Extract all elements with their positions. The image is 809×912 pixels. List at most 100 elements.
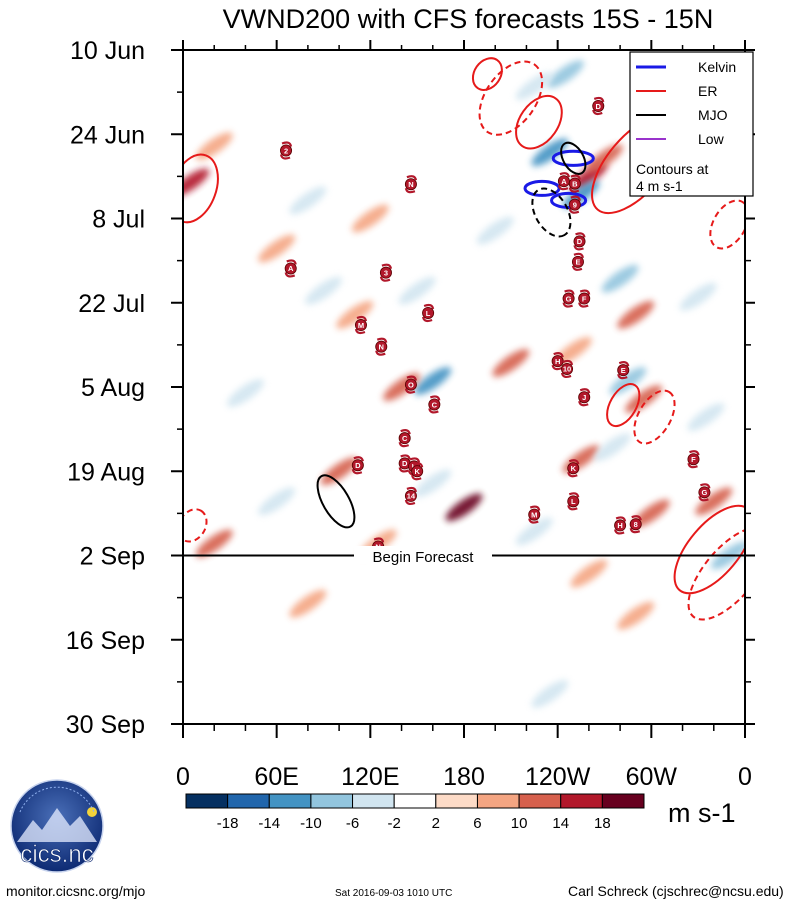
storm-tail-bottom [404,499,416,506]
legend: Kelvin ER MJO Low Contours at 4 m s-1 [629,51,754,197]
y-axis: 10 Jun 24 Jun 8 Jul 22 Jul 5 Aug 19 Aug 2 Sep 1… [66,37,755,739]
colorbar-segment-4 [352,793,395,809]
storm-tail-top [373,537,385,543]
storm-tail-bottom [687,462,698,469]
anomaly-blob-15 [601,264,639,293]
storm-tail-top [281,141,293,147]
colorbar-segment-8 [518,793,562,809]
storm-marker-11: D [398,454,411,473]
storm-tail-top [570,195,581,201]
storm-label: A [561,177,567,186]
logo-mountains [17,808,97,842]
storm-tail-top [579,388,591,394]
storm-tail-top [575,232,586,238]
cics-logo: cics.nc [10,779,104,873]
anomaly-blob-24 [226,379,264,407]
storm-dot [698,486,711,499]
storm-tail-bottom [578,400,589,407]
storm-dot [567,462,580,475]
storm-dot [354,319,367,332]
storm-tail-bottom [571,265,583,271]
x-tick-label-6: 0 [738,763,752,791]
storm-tail-bottom [375,350,386,356]
storm-dot [571,255,584,268]
storm-marker-3: 3 [379,263,393,282]
storm-tail-bottom [617,373,628,380]
anomaly-blob-36 [515,517,553,546]
colorbar-segment-2 [268,793,312,809]
storm-tail-top [568,492,580,498]
storm-tail-bottom [379,276,391,282]
anomaly-blob-41 [289,589,327,618]
y-tick-label-0: 10 Jun [70,37,145,65]
storm-dot [562,292,575,305]
storm-tail-top [700,483,711,489]
x-tick-label-2: 120E [341,763,399,791]
storm-marker-32: 8 [629,515,642,534]
storm-label: A [288,264,294,273]
anomaly-blob-35 [695,487,733,516]
y-tick-label-3: 22 Jul [78,290,145,318]
contour-mjo-15 [531,187,572,238]
storm-tail-top [562,359,574,366]
storm-label: G [701,488,707,497]
storm-marker-27: J [578,388,591,407]
colorbar-label-8: 14 [552,815,569,832]
storm-marker-23: F [578,289,591,308]
storm-tail-top [564,289,575,295]
logo-ring [10,779,104,873]
colorbar-label-6: 6 [473,815,481,832]
contour-er-9 [687,526,745,621]
anomaly-blob-39 [398,577,436,606]
anomaly-blob-25 [687,403,725,431]
storm-dot [411,465,424,478]
storm-marker-20: D [573,232,586,251]
storm-label: N [379,342,384,351]
storm-tail-top [412,462,424,468]
storm-tail-bottom [567,505,578,511]
colorbar-segment-9 [560,793,603,809]
chart-title: VWND200 with CFS forecasts 15S - 15N [223,4,714,34]
storm-marker-1: N [404,175,418,194]
storm-dot [398,432,411,445]
storm-tail-bottom [528,518,539,524]
storm-tail-top [400,454,411,460]
storm-label: D [577,237,583,246]
storm-dot [629,518,642,531]
storm-tail-bottom [551,364,563,371]
storm-label: L [426,309,431,318]
anomaly-blob-26 [445,493,483,522]
colorbar-segment-0 [185,793,229,809]
y-tick-label-8: 30 Sep [66,711,145,739]
storm-tail-bottom [404,388,416,394]
storm-label: J [582,393,586,402]
anomaly-blob-34 [258,487,296,516]
anomaly-blob-9 [351,204,389,233]
storm-label: M [358,321,364,330]
storm-tail-bottom [422,316,433,323]
storm-tail-bottom [592,109,603,116]
storm-label: F [691,455,696,464]
colorbar-label-7: 10 [511,815,528,832]
forecast-label: Begin Forecast [373,549,475,566]
storm-dot [592,99,605,112]
colorbar-label-4: -2 [388,815,401,832]
storm-label: E [621,366,626,375]
storm-marker-29: L [567,492,580,511]
storm-label: 14 [407,492,416,501]
storm-tail-top [570,174,581,180]
storm-tail-top [593,96,605,103]
storm-dot [375,340,388,353]
contour-er-7 [633,389,676,445]
storm-tail-top [400,429,411,435]
storm-marker-5: L [422,303,435,323]
storm-marker-10: D [351,456,364,475]
storm-marker-6: N [375,337,388,356]
contour-kelvin-13 [550,191,588,209]
storm-tail-bottom [557,184,569,191]
storm-tail-top [573,252,585,259]
colorbar-segment-7 [476,793,520,809]
storm-marker-25: 10 [560,359,574,379]
forecast-label-bg [354,546,492,564]
